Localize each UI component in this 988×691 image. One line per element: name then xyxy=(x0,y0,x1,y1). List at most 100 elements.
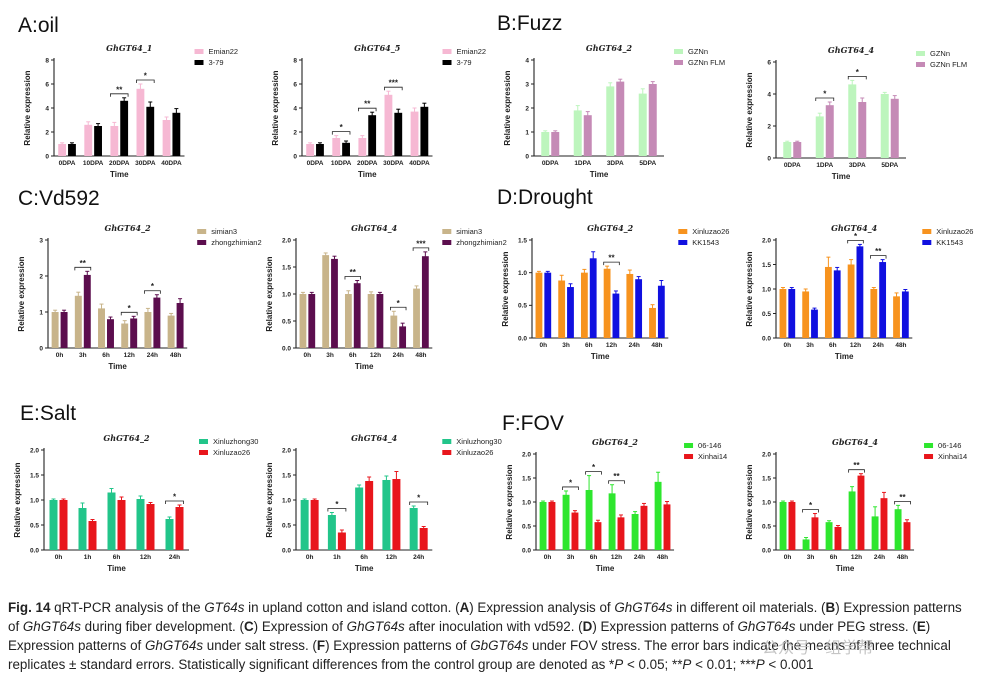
x-tick-label: 3h xyxy=(806,342,814,349)
y-tick-label: 1.5 xyxy=(282,264,291,271)
x-tick-label: 48h xyxy=(170,352,181,359)
x-tick-label: 20DPA xyxy=(357,160,378,167)
watermark: 公众号 · 组学帮 xyxy=(762,638,874,657)
chart-title: GhGT64_2 xyxy=(587,223,634,233)
caption-text: qRT-PCR analysis of the xyxy=(50,600,205,615)
bar-xinhai14 xyxy=(594,522,602,550)
x-tick-label: 3h xyxy=(79,352,87,359)
chart-title: GhGT64_2 xyxy=(586,43,633,53)
y-tick-label: 1.5 xyxy=(518,237,527,244)
significance-label: * xyxy=(151,282,155,291)
bar-xinluzhong30 xyxy=(382,480,391,550)
legend-swatch xyxy=(922,229,932,234)
significance-bracket xyxy=(327,508,347,512)
bar-06-146 xyxy=(779,502,787,550)
legend-label: GZNn FLM xyxy=(930,60,967,69)
bar-emian22 xyxy=(110,126,119,156)
legend-swatch xyxy=(674,60,683,65)
bar-simian3 xyxy=(144,312,152,348)
x-tick-label: 24h xyxy=(393,352,404,359)
significance-label: * xyxy=(569,478,573,487)
bar-simian3 xyxy=(413,288,420,348)
x-tick-label: 12h xyxy=(124,352,135,359)
caption-text: ) Expression patterns of xyxy=(592,619,738,634)
significance-label: * xyxy=(856,68,860,77)
bar-xinhai14 xyxy=(640,505,648,550)
caption-text: < 0.01; *** xyxy=(691,657,756,672)
x-tick-label: 6h xyxy=(113,554,121,561)
bar-3-79 xyxy=(342,142,350,156)
chart-e-ghgt64-2: GhGT64_2 0.0 0.5 1.0 1.5 2.0 Relative expressi… xyxy=(13,433,258,573)
significance-label: * xyxy=(340,123,344,132)
bar-xinluzhong30 xyxy=(107,492,116,550)
bar-kk1543 xyxy=(856,246,864,338)
legend-swatch xyxy=(197,240,207,245)
bar-xinluzao26 xyxy=(535,272,543,338)
x-axis-label: Time xyxy=(590,170,609,179)
significance-label: ** xyxy=(853,461,860,470)
bar-kk1543 xyxy=(635,279,643,338)
significance-label: ** xyxy=(364,100,371,109)
bar-xinluzao26 xyxy=(117,500,126,550)
caption-italic: GhGT64s xyxy=(22,619,81,634)
caption-italic: P xyxy=(682,657,692,672)
significance-label: * xyxy=(335,500,339,509)
x-tick-label: 12h xyxy=(851,554,862,561)
y-tick-label: 0.0 xyxy=(762,547,771,554)
x-tick-label: 48h xyxy=(415,352,426,359)
bar-xinhai14 xyxy=(571,512,579,550)
y-tick-label: 2.0 xyxy=(30,447,39,454)
bar-3-79 xyxy=(172,112,181,156)
y-tick-label: 1.5 xyxy=(522,475,531,482)
bar-06-146 xyxy=(631,514,639,550)
y-tick-label: 0.5 xyxy=(282,522,291,529)
bar-zhongzhimian2 xyxy=(353,283,361,348)
legend-swatch xyxy=(194,49,204,54)
significance-bracket xyxy=(331,131,351,135)
caption-panel-ref: B xyxy=(825,600,836,615)
significance-label: ** xyxy=(875,247,882,256)
bar-zhongzhimian2 xyxy=(308,294,316,348)
bar-gznn-flm xyxy=(648,84,657,156)
significance-bracket xyxy=(165,500,184,504)
y-axis-label: Relative expression xyxy=(745,72,754,147)
bar-xinhai14 xyxy=(880,498,888,550)
caption-text: ) Expression patterns of xyxy=(325,638,471,653)
significance-label: * xyxy=(397,299,401,308)
x-tick-label: 6h xyxy=(585,342,593,349)
x-tick-label: 20DPA xyxy=(109,160,130,167)
bar-xinluzao26 xyxy=(580,272,588,338)
panel-label-f: F:FOV xyxy=(502,412,564,435)
chart-title: GhGT64_4 xyxy=(828,45,875,55)
bar-gznn xyxy=(638,93,647,156)
caption-italic: P xyxy=(614,657,624,672)
bar-xinluzao26 xyxy=(365,481,374,550)
caption-text: < 0.05; ** xyxy=(623,657,683,672)
bar-kk1543 xyxy=(567,287,574,338)
bar-zhongzhimian2 xyxy=(421,256,429,348)
legend-label: Xinhai14 xyxy=(938,452,967,461)
x-tick-label: 48h xyxy=(895,342,906,349)
x-tick-label: 0h xyxy=(304,352,312,359)
x-tick-label: 3h xyxy=(562,342,570,349)
bar-zhongzhimian2 xyxy=(331,258,338,348)
legend-label: Xinluzhong30 xyxy=(213,437,258,446)
y-tick-label: 0 xyxy=(767,155,771,162)
x-tick-label: 24h xyxy=(147,352,158,359)
bar-gznn xyxy=(880,94,889,158)
bar-kk1543 xyxy=(833,270,841,338)
legend-swatch xyxy=(442,49,452,54)
significance-label: * xyxy=(144,72,148,81)
y-tick-label: 2 xyxy=(39,273,43,280)
bar-xinluzao26 xyxy=(870,289,878,338)
legend-swatch xyxy=(916,62,925,67)
significance-bracket xyxy=(608,480,625,484)
x-tick-label: 6h xyxy=(590,554,598,561)
x-axis-label: Time xyxy=(836,564,855,573)
y-axis-label: Relative expression xyxy=(503,70,512,145)
bar-emian22 xyxy=(162,120,171,156)
chart-f-gbgt64-4: GbGT64_4 0.0 0.5 1.0 1.5 2.0 Relative expressi… xyxy=(745,437,967,573)
x-tick-label: 24h xyxy=(874,554,885,561)
significance-bracket xyxy=(585,471,602,475)
y-tick-label: 8 xyxy=(293,57,297,64)
